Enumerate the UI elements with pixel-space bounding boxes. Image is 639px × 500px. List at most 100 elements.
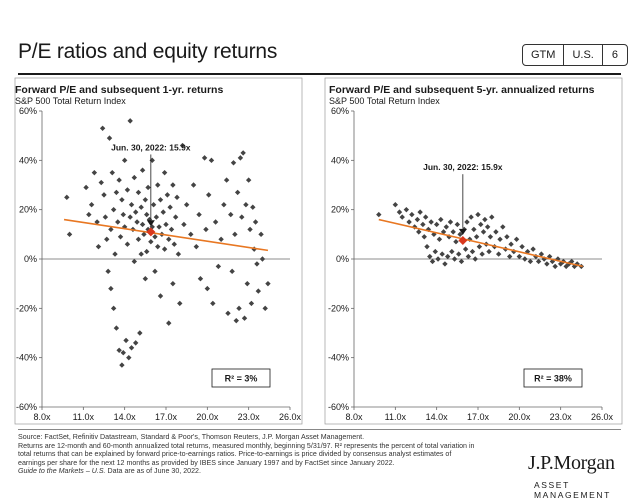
data-point	[497, 236, 503, 242]
data-point	[568, 258, 575, 265]
y-tick-label: 40%	[19, 155, 37, 165]
data-point	[469, 248, 476, 255]
data-point	[206, 192, 212, 198]
data-point	[516, 253, 523, 260]
data-point	[104, 236, 110, 242]
y-tick-label: 20%	[19, 205, 37, 215]
data-point	[428, 219, 434, 225]
data-point	[240, 150, 246, 156]
y-tick-label: -20%	[328, 303, 349, 313]
data-point	[458, 258, 465, 265]
data-point	[454, 221, 461, 228]
data-point	[163, 221, 169, 228]
y-tick-label: 0%	[24, 254, 37, 264]
data-point	[119, 362, 125, 368]
data-point	[438, 216, 444, 223]
badge-page: 6	[611, 49, 618, 61]
data-point	[98, 179, 104, 186]
data-point	[255, 288, 262, 294]
x-tick-label: 17.0x	[467, 412, 490, 422]
x-tick-label: 23.0x	[238, 412, 261, 422]
data-point	[170, 182, 176, 188]
data-point	[88, 202, 95, 208]
data-point	[535, 258, 542, 265]
x-tick-label: 20.0x	[196, 412, 219, 422]
data-point	[149, 157, 155, 164]
data-point	[116, 177, 122, 183]
y-tick-label: 0%	[336, 254, 349, 264]
data-point	[403, 206, 410, 213]
data-point	[164, 192, 171, 198]
data-point	[493, 229, 499, 235]
data-point	[527, 258, 534, 265]
data-point	[137, 330, 143, 336]
data-point	[396, 209, 403, 215]
footnote-returns: Returns are 12-month and 60-month annual…	[18, 441, 475, 450]
data-point	[161, 169, 168, 176]
data-point	[406, 219, 412, 225]
data-point	[94, 219, 100, 225]
data-point	[392, 202, 399, 208]
data-point	[120, 350, 126, 356]
data-point	[155, 182, 161, 188]
data-point	[126, 354, 132, 361]
data-point	[530, 246, 536, 252]
data-point	[451, 256, 458, 262]
data-point	[495, 251, 502, 257]
data-point	[109, 169, 115, 176]
data-point	[453, 239, 459, 245]
footnote: Source: FactSet, Refinitiv Datastream, S…	[18, 433, 518, 476]
data-point	[439, 251, 445, 257]
data-point	[115, 219, 121, 225]
data-point	[188, 231, 194, 238]
data-point	[444, 253, 451, 260]
data-point	[175, 251, 182, 257]
trend-line	[63, 218, 269, 252]
data-point	[416, 229, 422, 235]
data-point	[236, 305, 242, 312]
data-point	[91, 169, 98, 176]
data-point	[155, 243, 161, 250]
chart-panel-frame	[14, 77, 303, 425]
x-tick-label: 8.0x	[345, 412, 363, 422]
data-point	[181, 221, 187, 228]
y-tick-label: -40%	[16, 353, 37, 363]
data-point	[228, 211, 234, 218]
footnote-earnings: earnings per share for the next 12 month…	[18, 458, 395, 467]
data-point	[457, 231, 463, 238]
data-point	[473, 234, 480, 240]
data-point	[156, 224, 162, 230]
data-point	[139, 167, 146, 173]
data-point	[478, 221, 484, 228]
data-point	[247, 226, 253, 233]
data-point	[464, 219, 470, 225]
data-point	[218, 236, 224, 242]
charts-canvas: Forward P/E and subsequent 1-yr. returns…	[14, 77, 623, 425]
data-point	[116, 347, 122, 353]
data-point	[508, 241, 514, 247]
x-tick-label: 14.0x	[426, 412, 449, 422]
data-point	[128, 345, 135, 351]
data-point	[101, 192, 107, 198]
annotation-label: Jun. 30, 2022: 15.9x	[111, 142, 191, 152]
x-tick-label: 8.0x	[33, 412, 51, 422]
data-point	[105, 268, 111, 275]
data-point	[142, 276, 149, 282]
data-point	[123, 337, 129, 344]
data-point	[174, 194, 180, 201]
data-point	[440, 229, 447, 235]
data-point	[421, 234, 427, 240]
data-point	[95, 243, 102, 250]
data-point	[442, 261, 448, 267]
x-tick-label: 11.0x	[73, 412, 95, 422]
data-point	[157, 197, 164, 203]
data-point	[552, 263, 558, 270]
badge-region: U.S.	[564, 45, 603, 65]
r-squared-label: R² = 3%	[225, 374, 258, 384]
trend-line	[378, 218, 583, 268]
y-tick-label: -40%	[328, 353, 349, 363]
data-point	[500, 224, 506, 230]
data-point	[127, 118, 133, 124]
chart-title: Forward P/E and subsequent 5-yr. annuali…	[329, 84, 595, 96]
footnote-variation: total returns that can be explained by f…	[18, 450, 452, 459]
